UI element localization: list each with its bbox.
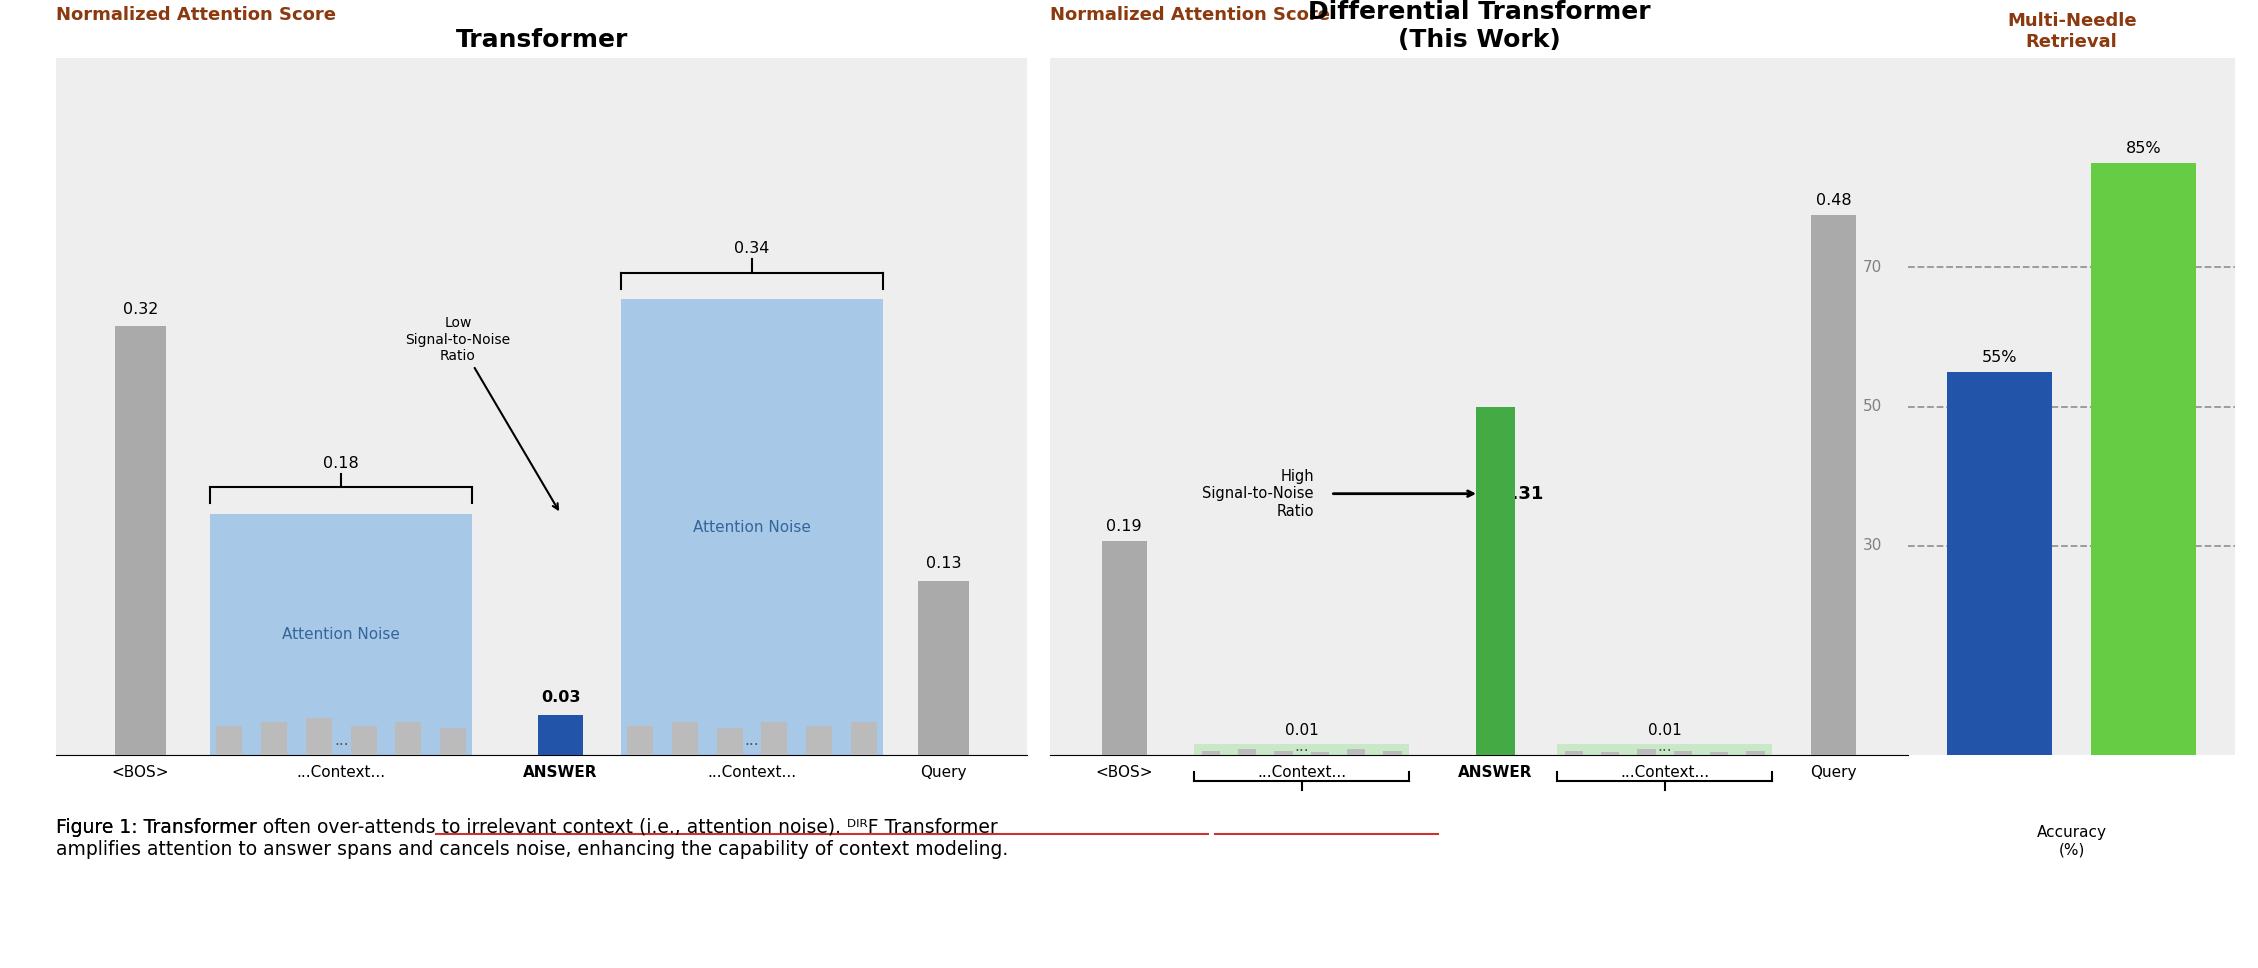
Bar xyxy=(350,726,377,755)
Bar xyxy=(395,721,422,755)
Bar xyxy=(1946,372,2053,755)
Bar xyxy=(210,514,472,755)
Text: ...: ... xyxy=(1657,739,1671,754)
Bar xyxy=(761,721,788,755)
Bar xyxy=(262,721,287,755)
Text: 0.18: 0.18 xyxy=(323,456,359,470)
Bar xyxy=(851,721,876,755)
Bar xyxy=(1558,743,1773,755)
Bar xyxy=(217,726,242,755)
Bar xyxy=(1673,750,1691,755)
Bar xyxy=(1565,750,1583,755)
Text: ...: ... xyxy=(745,734,759,748)
Bar xyxy=(1102,541,1147,755)
Bar xyxy=(716,728,743,755)
Bar xyxy=(628,726,653,755)
Bar xyxy=(115,326,167,755)
Bar xyxy=(1346,749,1366,755)
Text: Figure 1: Transformer: Figure 1: Transformer xyxy=(56,818,264,837)
Bar xyxy=(1811,216,1856,755)
Title: Differential Transformer
(This Work): Differential Transformer (This Work) xyxy=(1307,0,1651,52)
Text: ...: ... xyxy=(334,734,348,748)
Text: 0.31: 0.31 xyxy=(1499,485,1544,502)
Bar xyxy=(1384,750,1402,755)
Bar xyxy=(621,299,883,755)
Bar xyxy=(1745,750,1763,755)
Bar xyxy=(305,717,332,755)
Bar xyxy=(917,581,969,755)
Bar xyxy=(806,726,833,755)
Title: Multi-Needle
Retrieval: Multi-Needle Retrieval xyxy=(2007,13,2136,51)
Bar xyxy=(1637,749,1655,755)
Text: ...: ... xyxy=(1294,739,1310,754)
Text: 55%: 55% xyxy=(1983,349,2016,365)
Bar xyxy=(440,728,467,755)
Text: 0.01: 0.01 xyxy=(1285,723,1319,739)
Text: High
Signal-to-Noise
Ratio: High Signal-to-Noise Ratio xyxy=(1204,469,1314,519)
Text: Normalized Attention Score: Normalized Attention Score xyxy=(1050,6,1330,24)
Bar xyxy=(1274,750,1292,755)
Text: 0.13: 0.13 xyxy=(926,557,962,571)
Bar xyxy=(1237,749,1255,755)
Bar xyxy=(2091,163,2197,755)
Text: 0.01: 0.01 xyxy=(1648,723,1682,739)
Bar xyxy=(671,721,698,755)
Text: Normalized Attention Score: Normalized Attention Score xyxy=(56,6,336,24)
Text: Attention Noise: Attention Noise xyxy=(693,520,811,534)
Title: Transformer: Transformer xyxy=(456,28,628,52)
Bar xyxy=(1201,750,1219,755)
Text: 0.19: 0.19 xyxy=(1106,519,1143,533)
Bar xyxy=(1477,407,1515,755)
Text: Low
Signal-to-Noise
Ratio: Low Signal-to-Noise Ratio xyxy=(406,317,558,509)
Text: 70: 70 xyxy=(1863,259,1881,275)
Bar xyxy=(1310,752,1330,755)
Text: 0.34: 0.34 xyxy=(734,241,770,257)
Text: 0.32: 0.32 xyxy=(122,302,158,317)
Text: Attention Noise: Attention Noise xyxy=(282,627,400,642)
Text: 0.48: 0.48 xyxy=(1815,193,1852,207)
Text: 30: 30 xyxy=(1863,538,1881,554)
Text: Figure 1: Transformer often over-attends to irrelevant context (i.e., attention : Figure 1: Transformer often over-attends… xyxy=(56,818,1009,859)
Bar xyxy=(1194,743,1409,755)
Bar xyxy=(1601,752,1619,755)
Text: 50: 50 xyxy=(1863,399,1881,414)
Text: 85%: 85% xyxy=(2127,140,2161,156)
Text: Accuracy
(%): Accuracy (%) xyxy=(2037,825,2107,857)
Bar xyxy=(1709,752,1727,755)
Bar xyxy=(537,714,583,755)
Text: 0.03: 0.03 xyxy=(542,690,580,706)
